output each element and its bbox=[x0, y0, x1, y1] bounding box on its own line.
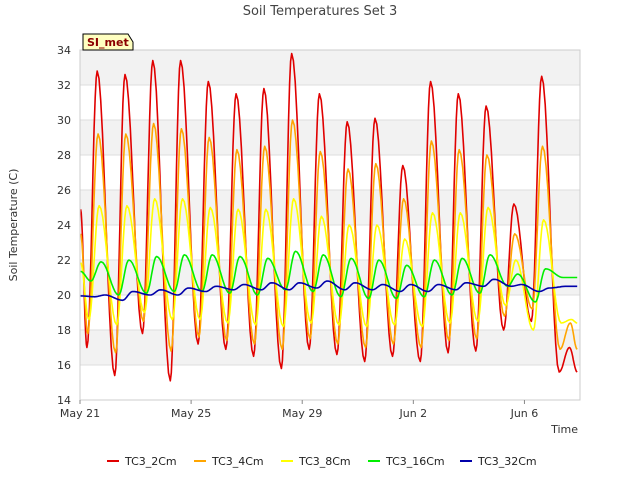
x-tick-label: Jun 6 bbox=[510, 407, 539, 420]
y-tick-label: 30 bbox=[57, 114, 71, 127]
x-tick-label: Jun 2 bbox=[398, 407, 427, 420]
station-badge: SI_met bbox=[82, 33, 134, 51]
legend-label: TC3_4Cm bbox=[211, 455, 264, 468]
y-tick-label: 34 bbox=[57, 44, 71, 57]
x-tick-label: May 21 bbox=[60, 407, 100, 420]
y-tick-label: 32 bbox=[57, 79, 71, 92]
plot-band bbox=[80, 120, 580, 155]
plot-band bbox=[80, 365, 580, 400]
plot-band bbox=[80, 85, 580, 120]
y-tick-label: 22 bbox=[57, 254, 71, 267]
x-tick-label: May 25 bbox=[171, 407, 211, 420]
y-tick-label: 26 bbox=[57, 184, 71, 197]
x-axis-label: Time bbox=[550, 423, 578, 436]
y-tick-label: 24 bbox=[57, 219, 71, 232]
plot-frame bbox=[79, 49, 581, 401]
y-axis-ticks: 14 16 18 20 22 24 26 28 30 32 34 bbox=[57, 44, 71, 407]
series-line-tc3-4cm bbox=[79, 119, 578, 354]
legend-label: TC3_8Cm bbox=[298, 455, 351, 468]
chart-title: Soil Temperatures Set 3 bbox=[243, 4, 398, 19]
y-tick-label: 16 bbox=[57, 359, 71, 372]
plot-band bbox=[80, 155, 580, 190]
x-axis-ticks: May 21 May 25 May 29 Jun 2 Jun 6 bbox=[60, 400, 538, 420]
legend-label: TC3_16Cm bbox=[385, 455, 445, 468]
station-badge-label: SI_met bbox=[87, 36, 129, 49]
legend-label: TC3_2Cm bbox=[124, 455, 177, 468]
y-tick-label: 14 bbox=[57, 394, 71, 407]
x-tick-label: May 29 bbox=[282, 407, 322, 420]
plot-band bbox=[80, 50, 580, 85]
series-group bbox=[79, 52, 578, 382]
y-tick-label: 20 bbox=[57, 289, 71, 302]
plot-band bbox=[80, 295, 580, 330]
plot-band bbox=[80, 190, 580, 225]
y-axis-label: Soil Temperature (C) bbox=[7, 169, 20, 282]
y-tick-label: 28 bbox=[57, 149, 71, 162]
y-tick-label: 18 bbox=[57, 324, 71, 337]
legend-label: TC3_32Cm bbox=[477, 455, 537, 468]
plot-band bbox=[80, 330, 580, 365]
series-line-tc3-32cm bbox=[80, 278, 578, 302]
legend: TC3_2Cm TC3_4Cm TC3_8Cm TC3_16Cm TC3_32Cm bbox=[107, 455, 537, 468]
